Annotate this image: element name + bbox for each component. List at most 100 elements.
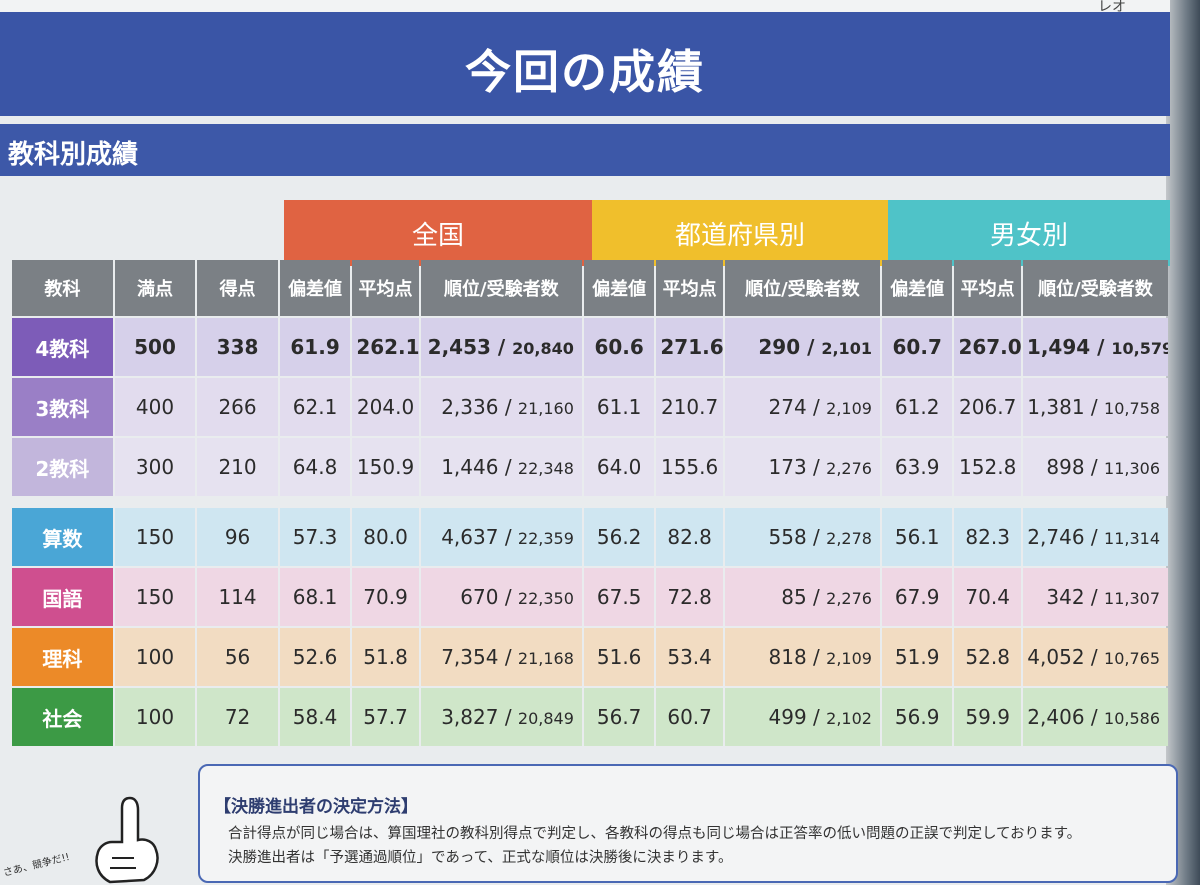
table-row: 4教科 500 338 61.9 262.1 2,453 / 20,840 60.6 271.… — [12, 318, 1168, 376]
gender-average-cell: 267.0 — [954, 318, 1021, 376]
rank-value: 7,354 — [441, 645, 499, 669]
prefecture-deviation-cell: 61.1 — [583, 378, 655, 436]
national-rank-cell: 670 / 22,350 — [420, 568, 582, 626]
gender-deviation-cell: 56.1 — [881, 508, 953, 566]
column-header: 満点 — [114, 260, 196, 316]
national-deviation-cell: 52.6 — [279, 628, 351, 686]
examinee-count: 2,109 — [826, 649, 872, 668]
national-deviation-cell: 62.1 — [279, 378, 351, 436]
examinee-count: 10,758 — [1104, 399, 1160, 418]
prefecture-average-cell: 155.6 — [656, 438, 723, 496]
rank-separator: / — [1084, 645, 1105, 669]
rank-value: 2,336 — [441, 395, 499, 419]
prefecture-average-cell: 72.8 — [656, 568, 723, 626]
rank-separator: / — [1084, 455, 1105, 479]
rank-value: 3,827 — [441, 705, 499, 729]
gender-rank-cell: 1,494 / 10,579 — [1022, 318, 1168, 376]
prefecture-deviation-cell: 56.7 — [583, 688, 655, 746]
full-score-cell: 500 — [114, 318, 196, 376]
rank-value: 670 — [460, 585, 499, 609]
prefecture-average-cell: 271.6 — [656, 318, 723, 376]
examinee-count: 10,579 — [1111, 339, 1168, 358]
rank-separator: / — [498, 585, 518, 609]
title-band: 今回の成績 — [0, 12, 1170, 116]
examinee-count: 22,348 — [517, 459, 574, 478]
gender-deviation-cell: 51.9 — [881, 628, 953, 686]
table-gap — [12, 498, 1168, 506]
rank-value: 4,637 — [441, 525, 499, 549]
prefecture-deviation-cell: 64.0 — [583, 438, 655, 496]
subject-cell: 理科 — [12, 628, 113, 686]
full-score-cell: 100 — [114, 628, 196, 686]
examinee-count: 2,276 — [826, 459, 872, 478]
prefecture-rank-cell: 274 / 2,109 — [724, 378, 880, 436]
prefecture-average-cell: 210.7 — [656, 378, 723, 436]
examinee-count: 21,160 — [517, 399, 574, 418]
prefecture-rank-cell: 818 / 2,109 — [724, 628, 880, 686]
national-deviation-cell: 68.1 — [279, 568, 351, 626]
table-row: 2教科 300 210 64.8 150.9 1,446 / 22,348 64.0 155.… — [12, 438, 1168, 496]
gender-rank-cell: 898 / 11,306 — [1022, 438, 1168, 496]
rank-value: 1,494 — [1026, 335, 1091, 359]
prefecture-deviation-cell: 60.6 — [583, 318, 655, 376]
page-edge — [1166, 0, 1200, 885]
rank-value: 1,381 — [1027, 395, 1085, 419]
rank-separator: / — [806, 585, 827, 609]
prefecture-average-cell: 60.7 — [656, 688, 723, 746]
full-score-cell: 100 — [114, 688, 196, 746]
rank-separator: / — [806, 525, 827, 549]
national-average-cell: 80.0 — [352, 508, 419, 566]
national-rank-cell: 2,336 / 21,160 — [420, 378, 582, 436]
examinee-count: 20,849 — [517, 709, 574, 728]
rank-separator: / — [1090, 335, 1112, 359]
rank-separator: / — [1084, 395, 1105, 419]
full-score-cell: 150 — [114, 568, 196, 626]
pointing-hand-illustration — [95, 796, 159, 884]
examinee-count: 2,102 — [826, 709, 872, 728]
subject-cell: 国語 — [12, 568, 113, 626]
national-deviation-cell: 58.4 — [279, 688, 351, 746]
prefecture-average-cell: 82.8 — [656, 508, 723, 566]
full-score-cell: 150 — [114, 508, 196, 566]
examinee-count: 10,765 — [1104, 649, 1160, 668]
score-cell: 210 — [197, 438, 278, 496]
examinee-count: 11,314 — [1104, 529, 1160, 548]
column-header: 平均点 — [656, 260, 723, 316]
score-cell: 114 — [197, 568, 278, 626]
score-cell: 56 — [197, 628, 278, 686]
national-average-cell: 70.9 — [352, 568, 419, 626]
top-strip: レオ — [0, 0, 1170, 15]
column-header: 偏差値 — [279, 260, 351, 316]
gender-deviation-cell: 60.7 — [881, 318, 953, 376]
rank-separator: / — [498, 645, 518, 669]
gender-average-cell: 206.7 — [954, 378, 1021, 436]
examinee-count: 2,276 — [826, 589, 872, 608]
national-average-cell: 51.8 — [352, 628, 419, 686]
rank-separator: / — [800, 335, 822, 359]
column-header: 順位/受験者数 — [1022, 260, 1168, 316]
rank-separator: / — [806, 455, 827, 479]
full-score-cell: 300 — [114, 438, 196, 496]
gender-rank-cell: 1,381 / 10,758 — [1022, 378, 1168, 436]
column-header: 偏差値 — [881, 260, 953, 316]
qualification-note: 【決勝進出者の決定方法】 合計得点が同じ場合は、算国理社の教科別得点で判定し、各… — [198, 764, 1178, 883]
examinee-count: 22,359 — [517, 529, 574, 548]
gender-average-cell: 82.3 — [954, 508, 1021, 566]
prefecture-deviation-cell: 56.2 — [583, 508, 655, 566]
rank-value: 85 — [781, 585, 807, 609]
national-average-cell: 204.0 — [352, 378, 419, 436]
rank-separator: / — [1084, 585, 1105, 609]
prefecture-rank-cell: 173 / 2,276 — [724, 438, 880, 496]
rank-separator: / — [806, 705, 827, 729]
subject-cell: 算数 — [12, 508, 113, 566]
examinee-count: 22,350 — [517, 589, 574, 608]
examinee-count: 10,586 — [1104, 709, 1160, 728]
national-average-cell: 57.7 — [352, 688, 419, 746]
gender-average-cell: 70.4 — [954, 568, 1021, 626]
gender-deviation-cell: 63.9 — [881, 438, 953, 496]
rank-separator: / — [806, 395, 827, 419]
table-row: 社会 100 72 58.4 57.7 3,827 / 20,849 56.7 60.7 499… — [12, 688, 1168, 746]
prefecture-rank-cell: 499 / 2,102 — [724, 688, 880, 746]
rank-separator: / — [498, 525, 518, 549]
national-deviation-cell: 61.9 — [279, 318, 351, 376]
